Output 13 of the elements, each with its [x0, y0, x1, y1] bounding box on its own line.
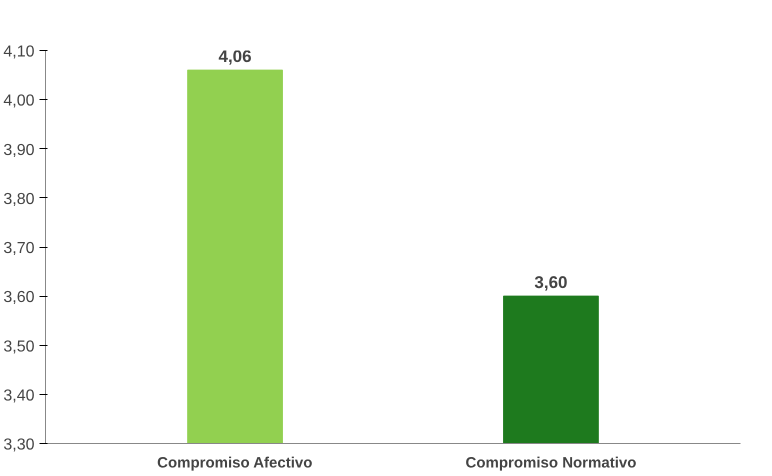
data-label: 4,06	[218, 47, 252, 66]
y-tick-label: 3,70	[3, 240, 35, 257]
y-tick-label: 3,80	[3, 190, 35, 208]
y-tick-label: 3,40	[3, 387, 35, 404]
y-tick-label: 4,10	[3, 44, 35, 60]
y-tick-label: 3,50	[3, 338, 35, 356]
y-tick-label: 4,00	[3, 92, 35, 110]
y-tick-label: 3,90	[3, 142, 35, 159]
x-tick-label: Compromiso Normativo	[466, 454, 636, 472]
y-tick-label: 3,30	[3, 436, 35, 454]
data-label: 3,60	[534, 273, 568, 292]
y-tick-label: 3,60	[3, 289, 35, 306]
x-tick-label: Compromiso Afectivo	[157, 454, 312, 472]
